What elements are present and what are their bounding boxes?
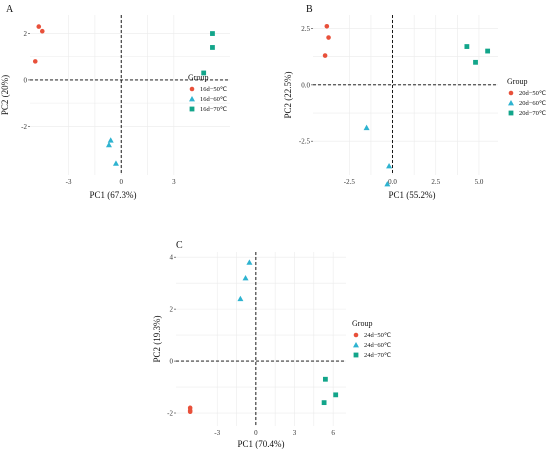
legend-marker-square [508,110,514,116]
x-tick-label: 0 [119,178,123,186]
legend-item-label: 20d−70℃ [519,110,547,117]
legend-item-label: 16d−50℃ [200,86,228,93]
x-tick-label: 6 [331,429,335,437]
legend-marker-triangle [353,342,359,348]
y-tick-label: 0.0 [301,81,310,89]
data-point-triangle [384,181,391,187]
x-tick-label: 0.0 [388,178,397,186]
data-point-square [473,59,478,65]
data-point-circle [32,59,38,64]
panel-letter: C [176,240,183,251]
legend-marker-circle [189,86,195,92]
data-point-circle [187,409,193,415]
data-point-triangle [107,137,114,143]
legend-title: Group [188,73,208,82]
panel-a: A -3 0 3 -2 0 2 PC1 (67.3%) PC2 (20%) Group 16d−50… [0,4,230,200]
data-point-square [210,45,215,50]
x-axis-label: PC1 (70.4%) [238,439,285,449]
panel-letter: B [306,4,313,15]
data-point-triangle [386,162,393,169]
x-tick-label: -3 [214,429,220,437]
x-tick-label: 5.0 [475,178,484,186]
y-axis-label: PC2 (20%) [0,75,10,115]
y-tick-label: 2 [170,306,174,314]
data-point-square [201,70,207,76]
data-point-triangle [112,160,119,166]
data-point-circle [39,28,45,34]
data-point-circle [326,35,331,40]
data-point-square [464,44,470,49]
x-tick-label: 3 [172,178,176,186]
data-point-triangle [105,141,112,148]
legend-marker-circle [353,332,359,338]
data-point-square [322,376,328,382]
x-tick-label: 3 [293,429,297,437]
data-point-triangle [237,295,244,302]
y-tick-label: 4 [170,254,174,262]
y-tick-label: 0 [24,76,28,84]
data-point-square [210,31,215,36]
legend: Group 16d−50℃ 16d−60℃ 16d−70℃ [188,73,228,113]
x-tick-label: -2.5 [344,178,356,186]
x-tick-label: 0 [254,429,258,437]
legend-item-label: 16d−70℃ [200,106,228,113]
legend: Group 24d−50℃ 24d−60℃ 24d−70℃ [352,319,392,359]
y-tick-label: -2 [21,123,27,131]
y-tick-label: 2 [24,30,28,38]
data-point-square [321,400,327,406]
legend-item-label: 16d−60℃ [200,96,228,103]
legend-marker-triangle [189,96,195,102]
legend-marker-circle [508,90,514,96]
data-point-square [485,48,491,54]
data-point-triangle [246,259,253,265]
legend-item-label: 24d−70℃ [364,352,392,359]
x-tick-label: 2.5 [431,178,440,186]
x-axis-label: PC1 (67.3%) [90,190,137,200]
data-point-triangle [363,124,370,131]
panel-c: C -3 0 3 6 -2 0 2 4 PC1 (70.4%) PC2 (19.3%) Group 24… [152,240,392,449]
legend-title: Group [352,319,372,328]
y-tick-label: 2.5 [301,25,310,33]
legend-title: Group [507,77,527,86]
panel-letter: A [6,4,14,15]
y-tick-label: -2.5 [299,138,311,146]
legend-marker-square [353,352,359,358]
legend-marker-triangle [508,100,514,106]
y-tick-label: 0 [170,358,174,366]
legend: Group 20d−50℃ 20d−60℃ 20d−70℃ [507,77,547,117]
data-point-circle [322,53,328,58]
x-axis-label: PC1 (55.2%) [389,190,436,200]
y-axis-label: PC2 (19.3%) [152,315,162,362]
y-tick-label: -2 [167,410,173,418]
x-tick-label: -3 [66,178,72,186]
data-point-circle [36,24,42,29]
y-axis-label: PC2 (22.5%) [283,71,293,118]
panel-b: B -2.5 0.0 2.5 5.0 -2.5 0.0 2.5 PC1 (55.2%) PC2 (… [283,4,547,200]
data-point-square [333,392,339,398]
data-point-triangle [242,274,249,281]
legend-item-label: 20d−50℃ [519,90,547,97]
legend-marker-square [189,106,195,112]
legend-item-label: 24d−50℃ [364,332,392,339]
legend-item-label: 24d−60℃ [364,342,392,349]
legend-item-label: 20d−60℃ [519,100,547,107]
data-point-circle [324,23,330,29]
